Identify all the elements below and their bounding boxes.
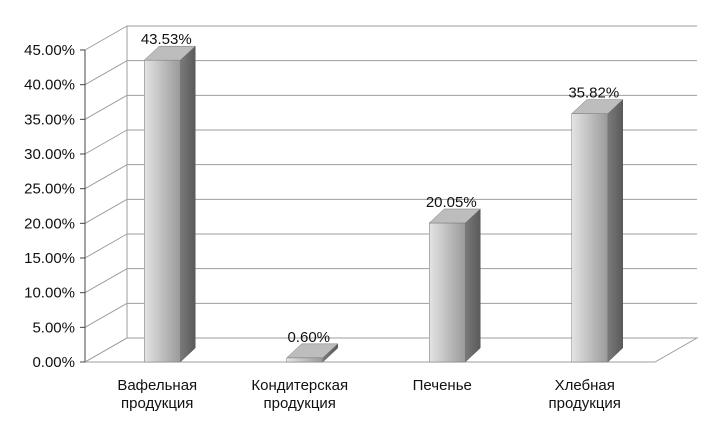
category-label-line: Вафельная	[117, 377, 197, 394]
bars	[143, 45, 624, 363]
bar-front	[144, 59, 181, 363]
bar-side	[465, 208, 481, 363]
gridline-side	[84, 164, 128, 190]
y-tick-label: 0.00%	[32, 354, 75, 371]
category-label-line: продукция	[549, 395, 621, 412]
gridline-side	[84, 302, 128, 328]
bar-top	[286, 343, 339, 359]
gridline-side	[84, 25, 128, 51]
category-label-line: Кондитерская	[251, 377, 348, 394]
category-label: Вафельная продукция	[117, 377, 197, 412]
bar-side	[607, 99, 623, 363]
bar	[286, 343, 339, 363]
category-label: Кондитерская продукция	[251, 377, 348, 412]
y-tick-label: 35.00%	[24, 111, 75, 128]
y-tick-label: 20.00%	[24, 215, 75, 232]
gridline-side	[84, 268, 128, 294]
data-label: 0.60%	[287, 329, 330, 346]
data-labels: 43.53% 0.60% 20.05% 35.82%	[141, 31, 619, 346]
category-label: Хлебная продукция	[549, 377, 621, 412]
y-tick-label: 45.00%	[24, 42, 75, 59]
y-tick-label: 5.00%	[32, 319, 75, 336]
bar	[571, 99, 624, 363]
bar-front	[429, 222, 466, 363]
bar-side	[180, 45, 196, 363]
y-tick-label: 25.00%	[24, 181, 75, 198]
gridline-side	[84, 60, 128, 86]
bar-front	[571, 113, 608, 363]
bar	[428, 208, 481, 363]
gridline-side	[84, 233, 128, 259]
bar-top	[571, 99, 624, 114]
y-tick-label: 15.00%	[24, 250, 75, 267]
category-label-line: продукция	[264, 395, 336, 412]
y-axis: 0.00% 5.00% 10.00% 15.00% 20.00% 25.00% 30.00%…	[24, 26, 128, 371]
data-label: 20.05%	[426, 194, 477, 211]
y-tick-label: 30.00%	[24, 146, 75, 163]
gridline-side	[84, 198, 128, 224]
bar-top	[143, 45, 196, 61]
gridline-side	[84, 129, 128, 155]
gridline-side	[84, 94, 128, 120]
data-label: 43.53%	[141, 31, 192, 48]
y-tick-label: 10.00%	[24, 285, 75, 302]
bar-front	[286, 357, 323, 363]
category-label-line: продукция	[121, 395, 193, 412]
category-label-line: Печенье	[413, 377, 472, 394]
category-label-line: Хлебная	[555, 377, 615, 394]
y-tick-label: 40.00%	[24, 77, 75, 94]
bar-top	[428, 208, 481, 224]
bar	[143, 45, 196, 363]
category-label: Печенье	[413, 377, 472, 394]
data-label: 35.82%	[568, 85, 619, 102]
